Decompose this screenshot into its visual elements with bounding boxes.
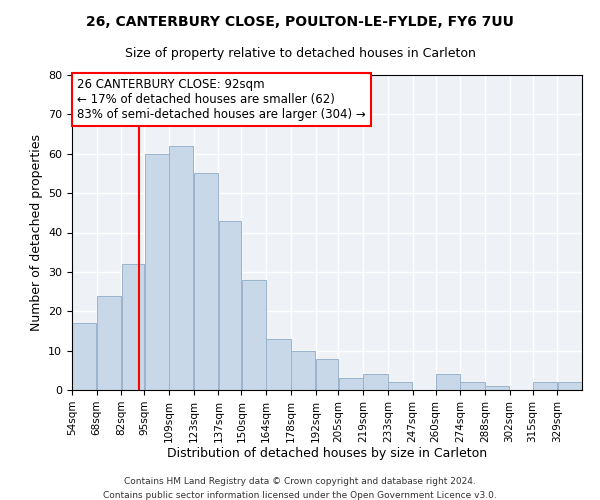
Bar	[266, 339, 290, 390]
Bar	[242, 280, 266, 390]
Bar	[388, 382, 412, 390]
Bar	[339, 378, 363, 390]
Text: Contains HM Land Registry data © Crown copyright and database right 2024.: Contains HM Land Registry data © Crown c…	[124, 478, 476, 486]
Bar	[194, 174, 218, 390]
Bar	[97, 296, 121, 390]
Bar	[364, 374, 388, 390]
Bar	[436, 374, 460, 390]
Y-axis label: Number of detached properties: Number of detached properties	[29, 134, 43, 331]
Bar	[557, 382, 582, 390]
Text: Contains public sector information licensed under the Open Government Licence v3: Contains public sector information licen…	[103, 491, 497, 500]
Text: 26 CANTERBURY CLOSE: 92sqm
← 17% of detached houses are smaller (62)
83% of semi: 26 CANTERBURY CLOSE: 92sqm ← 17% of deta…	[77, 78, 366, 121]
Bar	[145, 154, 169, 390]
Text: 26, CANTERBURY CLOSE, POULTON-LE-FYLDE, FY6 7UU: 26, CANTERBURY CLOSE, POULTON-LE-FYLDE, …	[86, 15, 514, 29]
Bar	[316, 358, 338, 390]
Text: Size of property relative to detached houses in Carleton: Size of property relative to detached ho…	[125, 48, 475, 60]
X-axis label: Distribution of detached houses by size in Carleton: Distribution of detached houses by size …	[167, 448, 487, 460]
Bar	[169, 146, 193, 390]
Bar	[461, 382, 485, 390]
Bar	[122, 264, 144, 390]
Bar	[219, 220, 241, 390]
Bar	[485, 386, 509, 390]
Bar	[533, 382, 557, 390]
Bar	[291, 350, 315, 390]
Bar	[72, 323, 97, 390]
